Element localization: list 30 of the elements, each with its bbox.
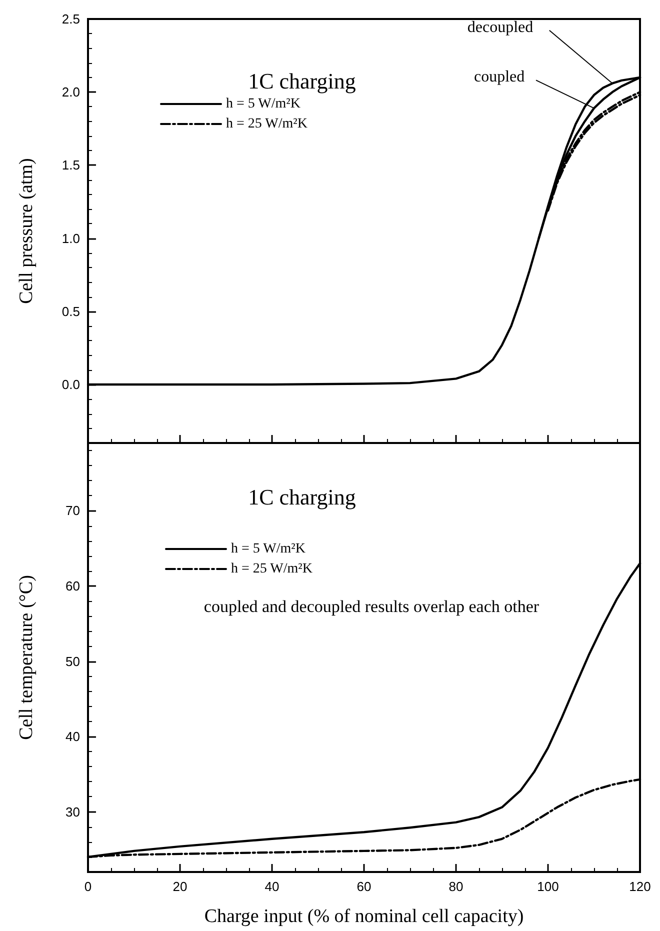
y-tick-label: 2.0 xyxy=(62,84,80,100)
x-tick-label: 120 xyxy=(629,879,651,894)
x-axis-title: Charge input (% of nominal cell capacity) xyxy=(204,906,524,927)
x-tick-label: 0 xyxy=(84,879,92,894)
legend-label: h = 25 W/m²K xyxy=(231,562,312,576)
x-tick-label: 40 xyxy=(264,879,280,894)
legend-label: h = 25 W/m²K xyxy=(226,116,308,132)
annotation: 1C charging xyxy=(248,484,356,510)
annotation: decoupled xyxy=(467,18,534,36)
y-tick-label: 30 xyxy=(66,804,80,820)
y-tick-label: 2.5 xyxy=(62,12,80,26)
y-tick-label: 0.0 xyxy=(62,377,80,392)
x-tick-label: 60 xyxy=(356,879,372,894)
y-tick-label: 70 xyxy=(66,503,80,518)
annotation: coupled and decoupled results overlap each other xyxy=(204,597,540,616)
y-tick-label: 60 xyxy=(66,578,80,594)
y-tick-label: 1.5 xyxy=(62,158,80,173)
x-tick-label: 80 xyxy=(448,879,464,894)
y-tick-label: 1.0 xyxy=(62,230,80,246)
legend-label: h = 5 W/m²K xyxy=(231,542,306,556)
y-tick-label: 50 xyxy=(66,654,80,669)
annotation: 1C charging xyxy=(248,68,356,94)
y-tick-label: 0.5 xyxy=(62,304,80,319)
x-tick-label: 100 xyxy=(537,879,559,894)
y-axis-title: Cell pressure (atm) xyxy=(16,158,37,304)
y-axis-title: Cell temperature (°C) xyxy=(16,575,37,740)
legend-label: h = 5 W/m²K xyxy=(226,96,300,112)
annotation: coupled xyxy=(474,68,525,86)
x-tick-label: 20 xyxy=(172,879,188,894)
y-tick-label: 40 xyxy=(66,729,80,744)
